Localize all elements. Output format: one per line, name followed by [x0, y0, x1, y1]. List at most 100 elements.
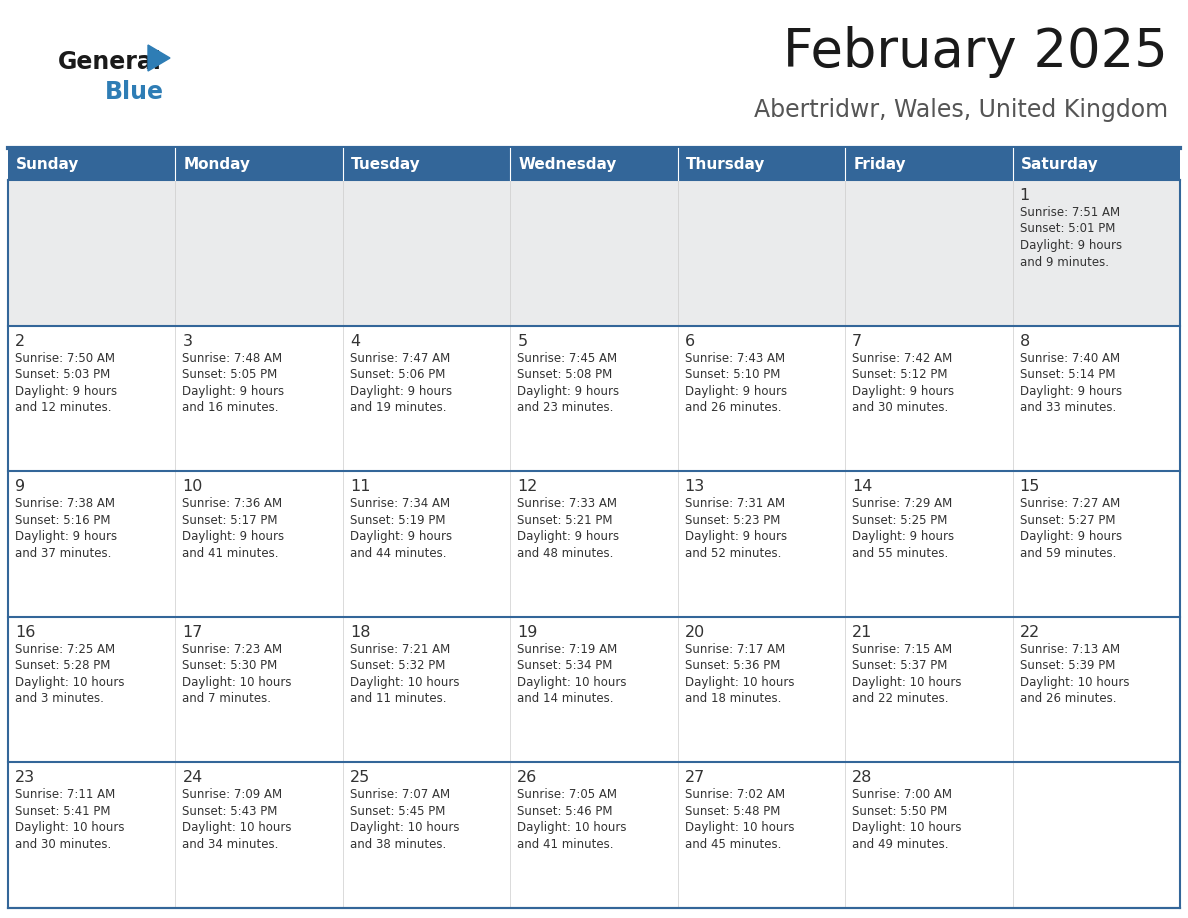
Text: Daylight: 9 hours: Daylight: 9 hours — [517, 385, 619, 397]
Text: 9: 9 — [15, 479, 25, 494]
Bar — [1012, 148, 1180, 180]
Text: and 59 minutes.: and 59 minutes. — [1019, 547, 1116, 560]
Text: Thursday: Thursday — [685, 156, 765, 172]
Text: 28: 28 — [852, 770, 872, 786]
Text: Daylight: 10 hours: Daylight: 10 hours — [349, 676, 460, 688]
Text: Daylight: 9 hours: Daylight: 9 hours — [517, 531, 619, 543]
Text: Daylight: 9 hours: Daylight: 9 hours — [183, 385, 285, 397]
Bar — [677, 763, 845, 908]
Text: Monday: Monday — [183, 156, 251, 172]
Text: and 45 minutes.: and 45 minutes. — [684, 838, 781, 851]
Text: and 49 minutes.: and 49 minutes. — [852, 838, 949, 851]
Text: Daylight: 9 hours: Daylight: 9 hours — [852, 531, 954, 543]
Text: Sunrise: 7:50 AM: Sunrise: 7:50 AM — [15, 352, 115, 364]
Bar — [677, 617, 845, 763]
Text: 12: 12 — [517, 479, 538, 494]
Text: Tuesday: Tuesday — [350, 156, 421, 172]
Text: Daylight: 9 hours: Daylight: 9 hours — [349, 385, 451, 397]
Text: Sunset: 5:46 PM: Sunset: 5:46 PM — [517, 805, 613, 818]
Bar — [845, 471, 1012, 617]
Text: and 18 minutes.: and 18 minutes. — [684, 692, 781, 705]
Text: 21: 21 — [852, 625, 872, 640]
Text: and 52 minutes.: and 52 minutes. — [684, 547, 781, 560]
Text: Sunset: 5:10 PM: Sunset: 5:10 PM — [684, 368, 781, 381]
Text: and 26 minutes.: and 26 minutes. — [1019, 692, 1116, 705]
Text: Sunset: 5:43 PM: Sunset: 5:43 PM — [183, 805, 278, 818]
Text: and 7 minutes.: and 7 minutes. — [183, 692, 271, 705]
Text: Sunset: 5:16 PM: Sunset: 5:16 PM — [15, 514, 110, 527]
Bar — [511, 326, 677, 471]
Text: Sunset: 5:01 PM: Sunset: 5:01 PM — [1019, 222, 1116, 236]
Bar — [1012, 617, 1180, 763]
Text: 25: 25 — [349, 770, 371, 786]
Text: Daylight: 10 hours: Daylight: 10 hours — [15, 822, 125, 834]
Bar — [1012, 326, 1180, 471]
Bar — [343, 617, 511, 763]
Text: Sunset: 5:37 PM: Sunset: 5:37 PM — [852, 659, 948, 672]
Text: 27: 27 — [684, 770, 704, 786]
Bar — [8, 326, 176, 471]
Text: Sunrise: 7:29 AM: Sunrise: 7:29 AM — [852, 498, 953, 510]
Text: Sunrise: 7:02 AM: Sunrise: 7:02 AM — [684, 789, 785, 801]
Text: Daylight: 10 hours: Daylight: 10 hours — [183, 676, 292, 688]
Text: 6: 6 — [684, 333, 695, 349]
Text: and 3 minutes.: and 3 minutes. — [15, 692, 103, 705]
Text: Daylight: 9 hours: Daylight: 9 hours — [852, 385, 954, 397]
Text: Sunset: 5:05 PM: Sunset: 5:05 PM — [183, 368, 278, 381]
Text: 22: 22 — [1019, 625, 1040, 640]
Text: Sunset: 5:50 PM: Sunset: 5:50 PM — [852, 805, 947, 818]
Bar — [176, 326, 343, 471]
Text: February 2025: February 2025 — [783, 26, 1168, 78]
Text: and 34 minutes.: and 34 minutes. — [183, 838, 279, 851]
Text: and 23 minutes.: and 23 minutes. — [517, 401, 614, 414]
Bar — [845, 148, 1012, 180]
Text: 3: 3 — [183, 333, 192, 349]
Bar — [176, 471, 343, 617]
Text: Abertridwr, Wales, United Kingdom: Abertridwr, Wales, United Kingdom — [754, 98, 1168, 122]
Text: Sunrise: 7:05 AM: Sunrise: 7:05 AM — [517, 789, 618, 801]
Text: Sunset: 5:34 PM: Sunset: 5:34 PM — [517, 659, 613, 672]
Text: 16: 16 — [15, 625, 36, 640]
Text: 4: 4 — [349, 333, 360, 349]
Text: Sunset: 5:30 PM: Sunset: 5:30 PM — [183, 659, 278, 672]
Text: 20: 20 — [684, 625, 704, 640]
Bar — [343, 326, 511, 471]
Text: Sunset: 5:12 PM: Sunset: 5:12 PM — [852, 368, 948, 381]
Bar — [176, 148, 343, 180]
Text: 24: 24 — [183, 770, 203, 786]
Text: Daylight: 10 hours: Daylight: 10 hours — [517, 676, 627, 688]
Text: Sunrise: 7:19 AM: Sunrise: 7:19 AM — [517, 643, 618, 655]
Bar — [8, 617, 176, 763]
Text: and 48 minutes.: and 48 minutes. — [517, 547, 614, 560]
Bar — [845, 326, 1012, 471]
Text: Sunrise: 7:38 AM: Sunrise: 7:38 AM — [15, 498, 115, 510]
Text: Daylight: 10 hours: Daylight: 10 hours — [349, 822, 460, 834]
Text: Sunrise: 7:21 AM: Sunrise: 7:21 AM — [349, 643, 450, 655]
Bar — [8, 471, 176, 617]
Bar — [176, 180, 343, 326]
Bar — [8, 180, 176, 326]
Text: 23: 23 — [15, 770, 36, 786]
Text: Sunrise: 7:00 AM: Sunrise: 7:00 AM — [852, 789, 952, 801]
Text: Sunrise: 7:48 AM: Sunrise: 7:48 AM — [183, 352, 283, 364]
Bar — [8, 763, 176, 908]
Text: Blue: Blue — [105, 80, 164, 104]
Bar — [343, 471, 511, 617]
Bar — [1012, 763, 1180, 908]
Text: and 16 minutes.: and 16 minutes. — [183, 401, 279, 414]
Text: Daylight: 9 hours: Daylight: 9 hours — [15, 385, 118, 397]
Text: Daylight: 10 hours: Daylight: 10 hours — [517, 822, 627, 834]
Text: 15: 15 — [1019, 479, 1040, 494]
Bar — [677, 180, 845, 326]
Text: Wednesday: Wednesday — [518, 156, 617, 172]
Text: 1: 1 — [1019, 188, 1030, 203]
Text: and 19 minutes.: and 19 minutes. — [349, 401, 447, 414]
Text: 11: 11 — [349, 479, 371, 494]
Text: 17: 17 — [183, 625, 203, 640]
Text: 13: 13 — [684, 479, 704, 494]
Text: Sunset: 5:21 PM: Sunset: 5:21 PM — [517, 514, 613, 527]
Bar — [845, 617, 1012, 763]
Text: Sunrise: 7:07 AM: Sunrise: 7:07 AM — [349, 789, 450, 801]
Text: Sunrise: 7:36 AM: Sunrise: 7:36 AM — [183, 498, 283, 510]
Text: Sunrise: 7:27 AM: Sunrise: 7:27 AM — [1019, 498, 1120, 510]
